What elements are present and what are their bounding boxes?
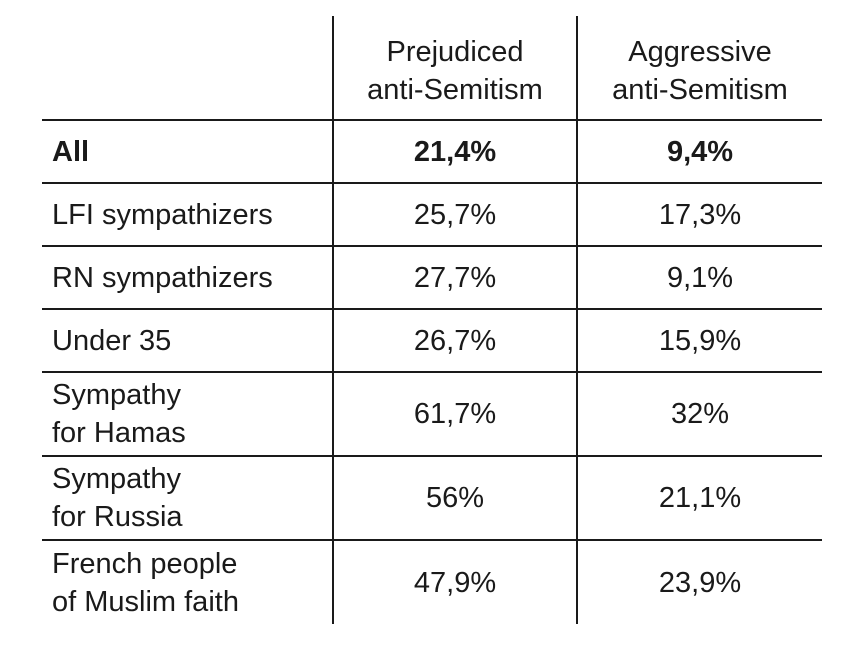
prejudiced-value: 27,7% — [332, 246, 577, 310]
prejudiced-value: 26,7% — [332, 309, 577, 373]
row-label: French people of Muslim faith — [42, 540, 333, 624]
row-label-line: for Hamas — [52, 417, 186, 449]
table-row: Under 35 26,7% 15,9% — [42, 309, 822, 373]
row-label-line: French people — [52, 547, 238, 580]
antisemitism-table: Prejudiced anti-Semitism Aggressive anti… — [42, 16, 822, 624]
prejudiced-value: 56% — [332, 456, 577, 541]
header-row: Prejudiced anti-Semitism Aggressive anti… — [42, 16, 822, 121]
row-label-line: Sympathy — [52, 463, 181, 495]
table-row: Sympathy for Hamas 61,7% 32% — [42, 372, 822, 457]
aggressive-value: 15,9% — [576, 309, 822, 373]
aggressive-value: 9,4% — [576, 120, 822, 184]
row-label: Sympathy for Russia — [42, 456, 333, 541]
row-label: Sympathy for Hamas — [42, 372, 333, 457]
row-label: LFI sympathizers — [42, 183, 333, 247]
row-label-line: Sympathy — [52, 379, 181, 411]
row-label-line: Under 35 — [52, 324, 172, 357]
table-row: LFI sympathizers 25,7% 17,3% — [42, 183, 822, 247]
aggressive-value: 32% — [576, 372, 822, 457]
column-header-prejudiced: Prejudiced anti-Semitism — [332, 16, 577, 121]
row-label: All — [42, 120, 333, 184]
row-label-line: for Russia — [52, 501, 183, 533]
aggressive-value: 21,1% — [576, 456, 822, 541]
aggressive-value: 9,1% — [576, 246, 822, 310]
aggressive-value: 23,9% — [576, 540, 822, 624]
prejudiced-value: 21,4% — [332, 120, 577, 184]
column-header-prejudiced-line-2: anti-Semitism — [367, 74, 543, 106]
table-body: All 21,4% 9,4% LFI sympathizers 25,7% 17,3% RN… — [42, 120, 822, 624]
row-label-line: LFI sympathizers — [52, 198, 273, 231]
row-label: RN sympathizers — [42, 246, 333, 310]
row-label-line: of Muslim faith — [52, 585, 239, 618]
prejudiced-value: 61,7% — [332, 372, 577, 457]
prejudiced-value: 47,9% — [332, 540, 577, 624]
row-label-line: All — [52, 135, 90, 168]
column-header-aggressive-line-1: Aggressive — [628, 36, 772, 68]
row-label: Under 35 — [42, 309, 333, 373]
column-header-aggressive-line-2: anti-Semitism — [612, 74, 788, 106]
row-label-line: RN sympathizers — [52, 261, 273, 294]
header-blank-cell — [42, 16, 333, 121]
column-header-aggressive: Aggressive anti-Semitism — [576, 16, 822, 121]
prejudiced-value: 25,7% — [332, 183, 577, 247]
table-row: Sympathy for Russia 56% 21,1% — [42, 456, 822, 541]
table-row: RN sympathizers 27,7% 9,1% — [42, 246, 822, 310]
table-row: All 21,4% 9,4% — [42, 120, 822, 184]
column-header-prejudiced-line-1: Prejudiced — [386, 36, 524, 68]
table-row: French people of Muslim faith 47,9% 23,9% — [42, 540, 822, 624]
aggressive-value: 17,3% — [576, 183, 822, 247]
